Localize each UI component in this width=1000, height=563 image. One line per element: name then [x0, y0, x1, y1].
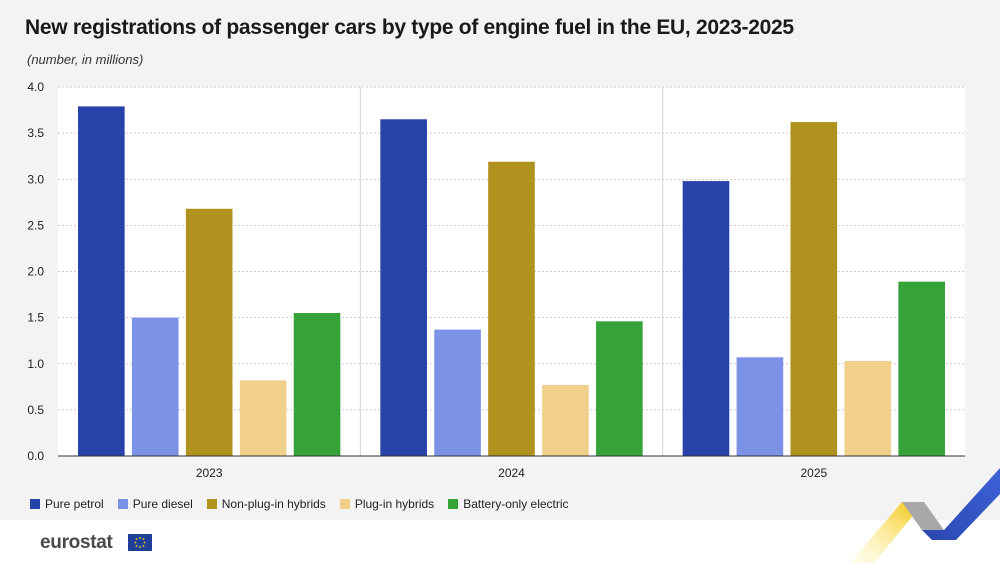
bar	[790, 122, 838, 457]
legend-label: Battery-only electric	[463, 497, 569, 511]
legend-item: Pure petrol	[30, 497, 104, 511]
y-tick-label: 3.0	[27, 172, 44, 186]
decorative-ribbon-icon	[850, 468, 1000, 563]
y-tick-label: 2.5	[27, 218, 44, 232]
x-tick-label: 2024	[498, 466, 525, 480]
bar	[185, 208, 233, 456]
y-tick-label: 1.0	[27, 357, 44, 371]
x-tick-label: 2025	[800, 466, 827, 480]
chart-subtitle: (number, in millions)	[27, 52, 144, 67]
bar	[434, 329, 481, 456]
legend-item: Non-plug-in hybrids	[206, 497, 326, 511]
chart-title: New registrations of passenger cars by t…	[25, 16, 794, 39]
bar	[844, 360, 892, 456]
legend-label: Non-plug-in hybrids	[221, 497, 326, 511]
bar	[488, 161, 535, 456]
y-tick-label: 0.0	[27, 449, 44, 463]
eurostat-logo: eurostat	[40, 532, 113, 553]
bar	[596, 321, 643, 456]
legend-swatch	[30, 499, 40, 509]
bar-chart: 0.0 0.5 1.0 1.5 2.0 2.5 3.0 3.5 4.0 2023 2024 2025	[27, 80, 965, 480]
bar	[239, 380, 287, 456]
y-tick-label: 0.5	[27, 403, 44, 417]
bar	[542, 384, 589, 456]
legend-label: Plug-in hybrids	[354, 497, 435, 511]
bar	[736, 357, 784, 456]
chart-legend: Pure petrol Pure diesel Non-plug-in hybrid…	[30, 497, 569, 511]
legend-item: Plug-in hybrids	[339, 497, 435, 511]
footer: eurostat	[0, 520, 1000, 563]
y-tick-label: 4.0	[27, 80, 44, 94]
legend-swatch	[117, 499, 128, 509]
bar	[898, 281, 945, 456]
y-tick-label: 2.0	[27, 265, 44, 279]
bar	[131, 317, 179, 456]
legend-item: Battery-only electric	[448, 497, 569, 511]
legend-swatch	[339, 499, 350, 509]
legend-label: Pure diesel	[132, 497, 193, 511]
bar	[293, 313, 341, 456]
legend-swatch	[206, 499, 217, 509]
bar	[380, 119, 427, 456]
x-tick-label: 2023	[196, 466, 223, 480]
legend-item: Pure diesel	[117, 497, 193, 511]
legend-label: Pure petrol	[45, 497, 104, 511]
bar	[78, 106, 125, 456]
y-tick-label: 3.5	[27, 126, 44, 140]
y-tick-label: 1.5	[27, 311, 44, 325]
bar	[682, 181, 730, 456]
eu-flag-icon	[128, 534, 152, 551]
legend-swatch	[448, 499, 459, 509]
